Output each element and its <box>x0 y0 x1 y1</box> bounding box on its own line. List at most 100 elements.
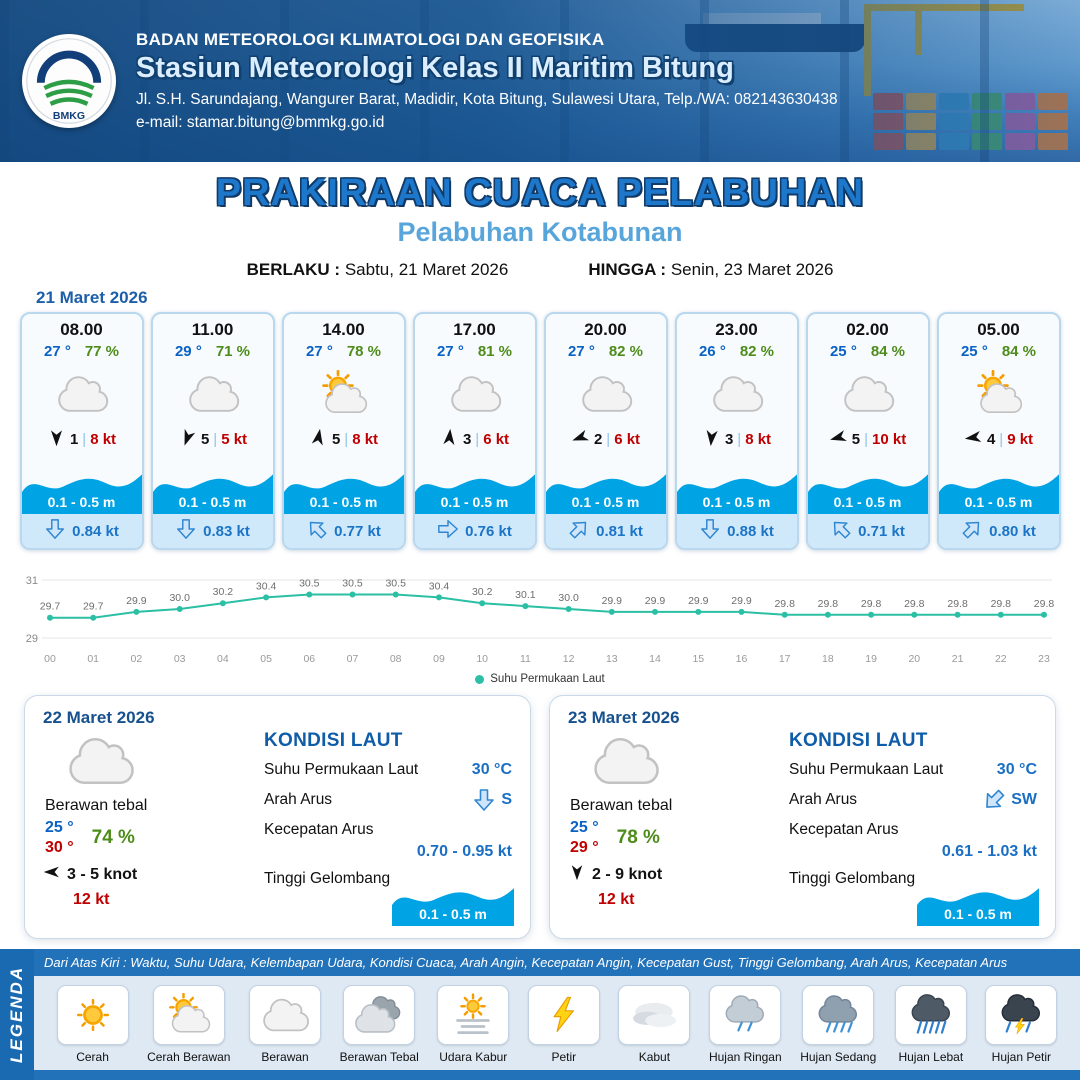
day-date: 22 Maret 2026 <box>43 708 155 727</box>
svg-text:29.9: 29.9 <box>645 595 666 607</box>
svg-text:29.9: 29.9 <box>688 595 709 607</box>
legend-bottom-bar <box>34 1070 1080 1080</box>
svg-text:10: 10 <box>476 653 488 665</box>
current-speed-row: Kecepatan Arus <box>264 821 512 839</box>
wind-speed: 8 kt <box>745 431 772 448</box>
humidity: 82 % <box>608 343 644 360</box>
wave-height-label: Tinggi Gelombang <box>789 870 916 887</box>
header-text: BADAN METEOROLOGI KLIMATOLOGI DAN GEOFIS… <box>136 30 838 132</box>
svg-text:30.0: 30.0 <box>169 592 190 604</box>
daily-forecast-row: 22 Maret 2026 Berawan tebal 25 ° 30 ° 74… <box>0 685 1080 939</box>
air-temperature: 29 ° <box>174 343 202 360</box>
humidity: 84 % <box>870 343 906 360</box>
day-weather-column: Berawan tebal 25 ° 29 ° 78 % 2 - 9 knot … <box>568 730 783 909</box>
wind-row: 5 | 5 kt <box>153 428 273 451</box>
svg-text:11: 11 <box>520 653 531 665</box>
berlaku-value: Sabtu, 21 Maret 2026 <box>344 260 509 279</box>
svg-text:19: 19 <box>865 653 877 665</box>
svg-text:30.0: 30.0 <box>558 592 579 604</box>
current-speed: 0.84 kt <box>72 522 119 540</box>
legend-section: LEGENDA Dari Atas Kiri : Waktu, Suhu Uda… <box>0 949 1080 1080</box>
sst-value: 30 °C <box>996 761 1037 778</box>
sst-line-chart: 31 29 29.7 00 29.7 01 29.9 02 30.0 03 30.2 04 30.4 05… <box>26 575 1055 665</box>
svg-text:31: 31 <box>26 575 38 587</box>
wave-height-band: 0.1 - 0.5 m <box>283 470 404 514</box>
svg-text:29.8: 29.8 <box>1034 598 1055 610</box>
legend-rain-heavy-icon <box>894 985 967 1045</box>
gust-speed: 12 kt <box>73 891 110 908</box>
header-content: BMKG BADAN METEOROLOGI KLIMATOLOGI DAN G… <box>0 0 1080 162</box>
wind-row: 2 | 6 kt <box>546 428 666 451</box>
wind-direction-icon <box>43 863 61 886</box>
sea-conditions-title: KONDISI LAUT <box>264 730 403 751</box>
station-email: e-mail: stamar.bitung@bmmkg.go.id <box>136 114 385 131</box>
day-card-columns: Berawan tebal 25 ° 30 ° 74 % 3 - 5 knot … <box>43 730 514 926</box>
day-forecast-card: 22 Maret 2026 Berawan tebal 25 ° 30 ° 74… <box>24 695 531 939</box>
current-row: 0.71 kt <box>807 514 928 548</box>
divider: | <box>213 431 218 448</box>
svg-text:30.5: 30.5 <box>385 578 406 590</box>
svg-text:17: 17 <box>779 653 791 665</box>
legend-item-label: Udara Kabur <box>439 1050 508 1064</box>
legend-item-label: Cerah Berawan <box>147 1050 231 1064</box>
current-row: 0.80 kt <box>938 514 1059 548</box>
temp-humidity-row: 25 ° 84 % <box>939 343 1059 360</box>
svg-text:30.5: 30.5 <box>299 578 320 590</box>
current-direction-icon <box>306 518 328 544</box>
svg-text:BMKG: BMKG <box>53 110 85 122</box>
divider: | <box>737 431 742 448</box>
air-temperature: 25 ° <box>960 343 988 360</box>
current-row: 0.81 kt <box>545 514 666 548</box>
legend-lightning-icon <box>527 985 600 1045</box>
air-temperature: 27 ° <box>436 343 464 360</box>
forecast-time: 02.00 <box>846 320 889 339</box>
current-speed-label: Kecepatan Arus <box>789 821 899 838</box>
legend-sun-icon <box>56 985 129 1045</box>
humidity: 74 % <box>91 827 135 848</box>
wave-height-value: 0.1 - 0.5 m <box>47 494 116 510</box>
weather-sun-cloud-icon <box>939 364 1059 424</box>
current-speed-value: 0.61 - 1.03 kt <box>941 843 1037 860</box>
legend-main: Dari Atas Kiri : Waktu, Suhu Udara, Kele… <box>34 949 1080 1080</box>
wave-height-value: 0.1 - 0.5 m <box>571 494 640 510</box>
bmkg-logo-icon: BMKG <box>26 38 112 124</box>
temps-row: 25 ° 29 ° 78 % <box>570 819 783 857</box>
current-row: 0.83 kt <box>152 514 273 548</box>
temp-humidity-row: 25 ° 84 % <box>808 343 928 360</box>
humidity: 78 % <box>346 343 382 360</box>
day-card-columns: Berawan tebal 25 ° 29 ° 78 % 2 - 9 knot … <box>568 730 1039 926</box>
gust-speed: 12 kt <box>598 891 635 908</box>
forecast-time: 11.00 <box>191 320 234 339</box>
wave-height-row: Tinggi Gelombang <box>264 870 512 888</box>
humidity: 77 % <box>84 343 120 360</box>
agency-name: BADAN METEOROLOGI KLIMATOLOGI DAN GEOFIS… <box>136 30 605 49</box>
temp-max: 30 ° <box>45 839 74 856</box>
svg-text:29.8: 29.8 <box>991 598 1012 610</box>
legend-rain-mod-icon <box>802 985 875 1045</box>
wave-height-box: 0.1 - 0.5 m <box>392 884 514 926</box>
validity-row: BERLAKU : Sabtu, 21 Maret 2026 HINGGA : … <box>0 260 1080 280</box>
temp-column: 25 ° 29 ° <box>570 819 599 857</box>
legend-item-label: Petir <box>551 1050 577 1064</box>
title-section: PRAKIRAAN CUACA PELABUHAN Pelabuhan Kota… <box>0 162 1080 280</box>
forecast-card: 17.00 27 ° 81 % 3 | 6 kt 0.1 - 0.5 m 0.7… <box>412 312 537 550</box>
wave-height-value: 0.1 - 0.5 m <box>309 494 378 510</box>
current-speed-value-row: 0.70 - 0.95 kt <box>264 843 512 861</box>
current-speed: 0.76 kt <box>465 522 512 540</box>
legend-item: Udara Kabur <box>437 985 510 1064</box>
svg-text:16: 16 <box>736 653 748 665</box>
humidity: 78 % <box>616 827 660 848</box>
validity-end: HINGGA : Senin, 23 Maret 2026 <box>588 260 833 280</box>
wave-height-band: 0.1 - 0.5 m <box>807 470 928 514</box>
legend-rain-light-icon <box>709 985 782 1045</box>
wind-row: 3 - 5 knot <box>43 863 258 886</box>
svg-text:03: 03 <box>174 653 186 665</box>
weather-cloud-icon <box>415 364 535 424</box>
current-speed: 0.88 kt <box>727 522 774 540</box>
sea-conditions-column: KONDISI LAUT Suhu Permukaan Laut 30 °C A… <box>258 730 514 926</box>
svg-text:00: 00 <box>44 653 56 665</box>
wind-range: 2 - 9 knot <box>592 865 663 883</box>
air-temperature: 27 ° <box>305 343 333 360</box>
wind-range: 3 - 5 knot <box>67 865 138 883</box>
